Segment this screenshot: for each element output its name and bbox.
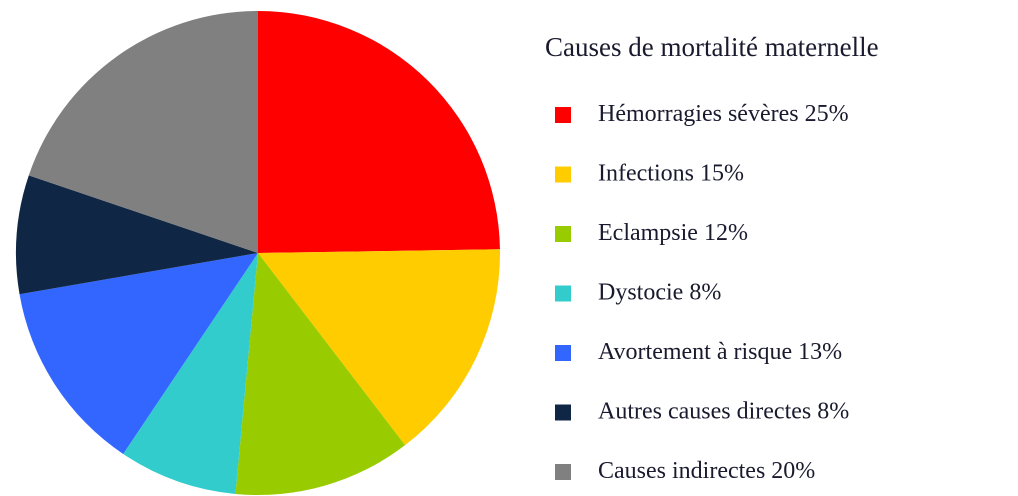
legend-name: Eclampsie: [598, 220, 698, 246]
legend-name: Hémorragies sévères: [598, 101, 799, 127]
legend-label: Hémorragies sévères 25%: [598, 101, 849, 127]
pie-slice: [258, 249, 500, 446]
pie-slice: [19, 253, 258, 454]
legend-label: Autres causes directes 8%: [598, 398, 849, 424]
legend-swatch: [555, 107, 571, 123]
legend-name: Avortement à risque: [598, 339, 792, 365]
pie-slice: [16, 175, 258, 295]
legend-swatch: [555, 166, 571, 183]
legend-value: 8%: [689, 279, 721, 305]
legend-value: 25%: [805, 101, 849, 127]
legend-value: 12%: [704, 220, 748, 246]
legend-name: Dystocie: [598, 279, 683, 305]
legend-swatch: [555, 464, 571, 480]
pie-slice: [123, 253, 258, 494]
legend-label: Infections 15%: [598, 160, 744, 186]
pie-slice: [235, 253, 406, 495]
legend-swatch: [555, 404, 571, 421]
legend-label: Avortement à risque 13%: [598, 339, 842, 365]
legend-value: 8%: [817, 398, 849, 424]
legend-swatch: [555, 226, 571, 242]
legend-swatch: [555, 345, 571, 361]
legend-name: Autres causes directes: [598, 398, 811, 424]
legend-label: Causes indirectes 20%: [598, 458, 815, 484]
pie-slice: [258, 11, 500, 253]
chart-title: Causes de mortalité maternelle: [545, 32, 879, 62]
pie-slice: [28, 11, 259, 253]
legend-name: Causes indirectes: [598, 458, 765, 484]
legend-swatch: [555, 285, 571, 302]
legend-name: Infections: [598, 160, 694, 186]
legend-value: 15%: [700, 160, 744, 186]
legend-label: Dystocie 8%: [598, 279, 721, 305]
legend-value: 20%: [771, 458, 815, 484]
legend-label: Eclampsie 12%: [598, 220, 748, 246]
legend-value: 13%: [798, 339, 842, 365]
